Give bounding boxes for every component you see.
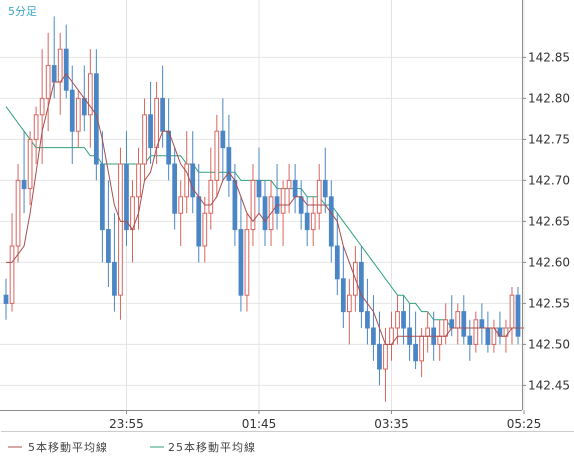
candle-body-18 (112, 261, 117, 296)
candle-body-61 (371, 327, 376, 345)
legend: 5本移動平均線 25本移動平均線 (8, 440, 256, 454)
candle-body-12 (75, 97, 81, 132)
candle-body-65 (395, 311, 400, 329)
candle-body-59 (359, 261, 364, 313)
candle-body-5 (33, 114, 39, 140)
y-tick-label-2: 142.75 (528, 132, 570, 146)
candle-body-6 (39, 97, 45, 116)
candle-body-72 (437, 335, 443, 345)
candle-body-47 (286, 179, 292, 190)
candle-body-19 (118, 163, 123, 296)
candle-body-43 (262, 196, 268, 231)
candle-body-15 (93, 73, 99, 165)
candle-body-48 (292, 179, 298, 198)
y-tick-label-5: 142.60 (528, 255, 570, 269)
candle-body-57 (346, 294, 352, 313)
x-tick-label-3: 05:25 (507, 417, 542, 431)
candle-body-42 (256, 179, 262, 198)
candle-body-76 (461, 311, 467, 337)
y-tick-label-8: 142.45 (528, 378, 570, 392)
candle-body-63 (383, 343, 388, 370)
candle-body-24 (148, 114, 153, 149)
candle-body-31 (190, 163, 196, 198)
candle-body-46 (280, 188, 286, 214)
legend-ma25-label: 25本移動平均線 (168, 440, 256, 454)
y-tick-label-4: 142.65 (528, 214, 570, 228)
candle-body-54 (328, 196, 334, 247)
y-axis-labels: 142.85 142.80 142.75 142.70 142.65 142.60 142.… (522, 50, 570, 392)
grid-lines (0, 0, 525, 410)
candle-body-23 (142, 114, 147, 165)
candle-body-25 (154, 97, 159, 149)
candle-body-30 (184, 163, 190, 198)
y-tick-label-0: 142.85 (528, 50, 570, 64)
x-axis-labels: 23:55 01:45 03:35 05:25 (109, 410, 541, 431)
candle-body-33 (202, 212, 208, 247)
candle-body-11 (69, 89, 75, 132)
candle-body-34 (208, 179, 214, 214)
candle-body-52 (316, 179, 322, 214)
candle-body-39 (238, 229, 244, 296)
ma5-line (6, 72, 525, 345)
period-label: 5分足 (8, 5, 37, 18)
ma5-layer (6, 72, 525, 345)
candle-body-77 (467, 335, 473, 345)
candle-body-53 (322, 179, 328, 198)
candle-body-28 (172, 163, 178, 214)
candle-body-0 (3, 294, 9, 304)
candle-body-9 (57, 48, 63, 83)
legend-ma5-label: 5本移動平均線 (28, 440, 108, 454)
y-tick-label-3: 142.70 (528, 173, 570, 187)
candle-body-3 (21, 179, 27, 190)
candle-body-26 (160, 97, 165, 132)
x-tick-label-2: 03:35 (374, 417, 409, 431)
candle-body-17 (106, 229, 111, 263)
candle-body-51 (310, 212, 316, 231)
candle-body-22 (136, 163, 141, 198)
candle-body-40 (244, 229, 250, 296)
candle-body-55 (334, 245, 340, 280)
candle-body-66 (401, 311, 406, 329)
candle-body-62 (377, 343, 382, 370)
candle-body-32 (196, 196, 202, 247)
candle-body-84 (509, 294, 515, 329)
y-tick-label-7: 142.50 (528, 337, 570, 351)
candle-body-38 (232, 179, 238, 231)
candle-body-78 (473, 319, 479, 345)
candle-body-14 (87, 73, 93, 116)
candle-body-68 (413, 343, 418, 362)
candle-body-50 (304, 212, 310, 231)
candle-body-29 (178, 196, 184, 214)
x-tick-label-0: 23:55 (109, 417, 144, 431)
candle-body-70 (425, 327, 431, 337)
candle-body-20 (124, 163, 129, 231)
candle-body-16 (100, 163, 105, 231)
candle-body-35 (214, 130, 220, 181)
candle-body-74 (449, 319, 455, 329)
candle-body-60 (365, 311, 370, 329)
candle-body-8 (51, 65, 57, 83)
candle-body-85 (515, 294, 521, 337)
x-tick-label-1: 01:45 (242, 417, 277, 431)
candle-body-37 (226, 147, 232, 181)
candle-body-79 (479, 319, 485, 329)
candle-body-1 (9, 245, 15, 304)
candle-body-75 (455, 311, 461, 329)
candle-body-80 (485, 327, 491, 345)
candle-body-69 (419, 335, 424, 362)
candle-body-56 (340, 278, 346, 313)
candle-body-41 (250, 179, 256, 231)
plot-frame (0, 0, 574, 432)
candle-body-10 (63, 48, 69, 91)
y-tick-label-6: 142.55 (528, 296, 570, 310)
candle-body-2 (15, 179, 21, 247)
candle-body-4 (27, 138, 33, 190)
candle-body-36 (220, 130, 226, 149)
y-tick-label-1: 142.80 (528, 91, 570, 105)
candle-body-7 (45, 65, 51, 99)
